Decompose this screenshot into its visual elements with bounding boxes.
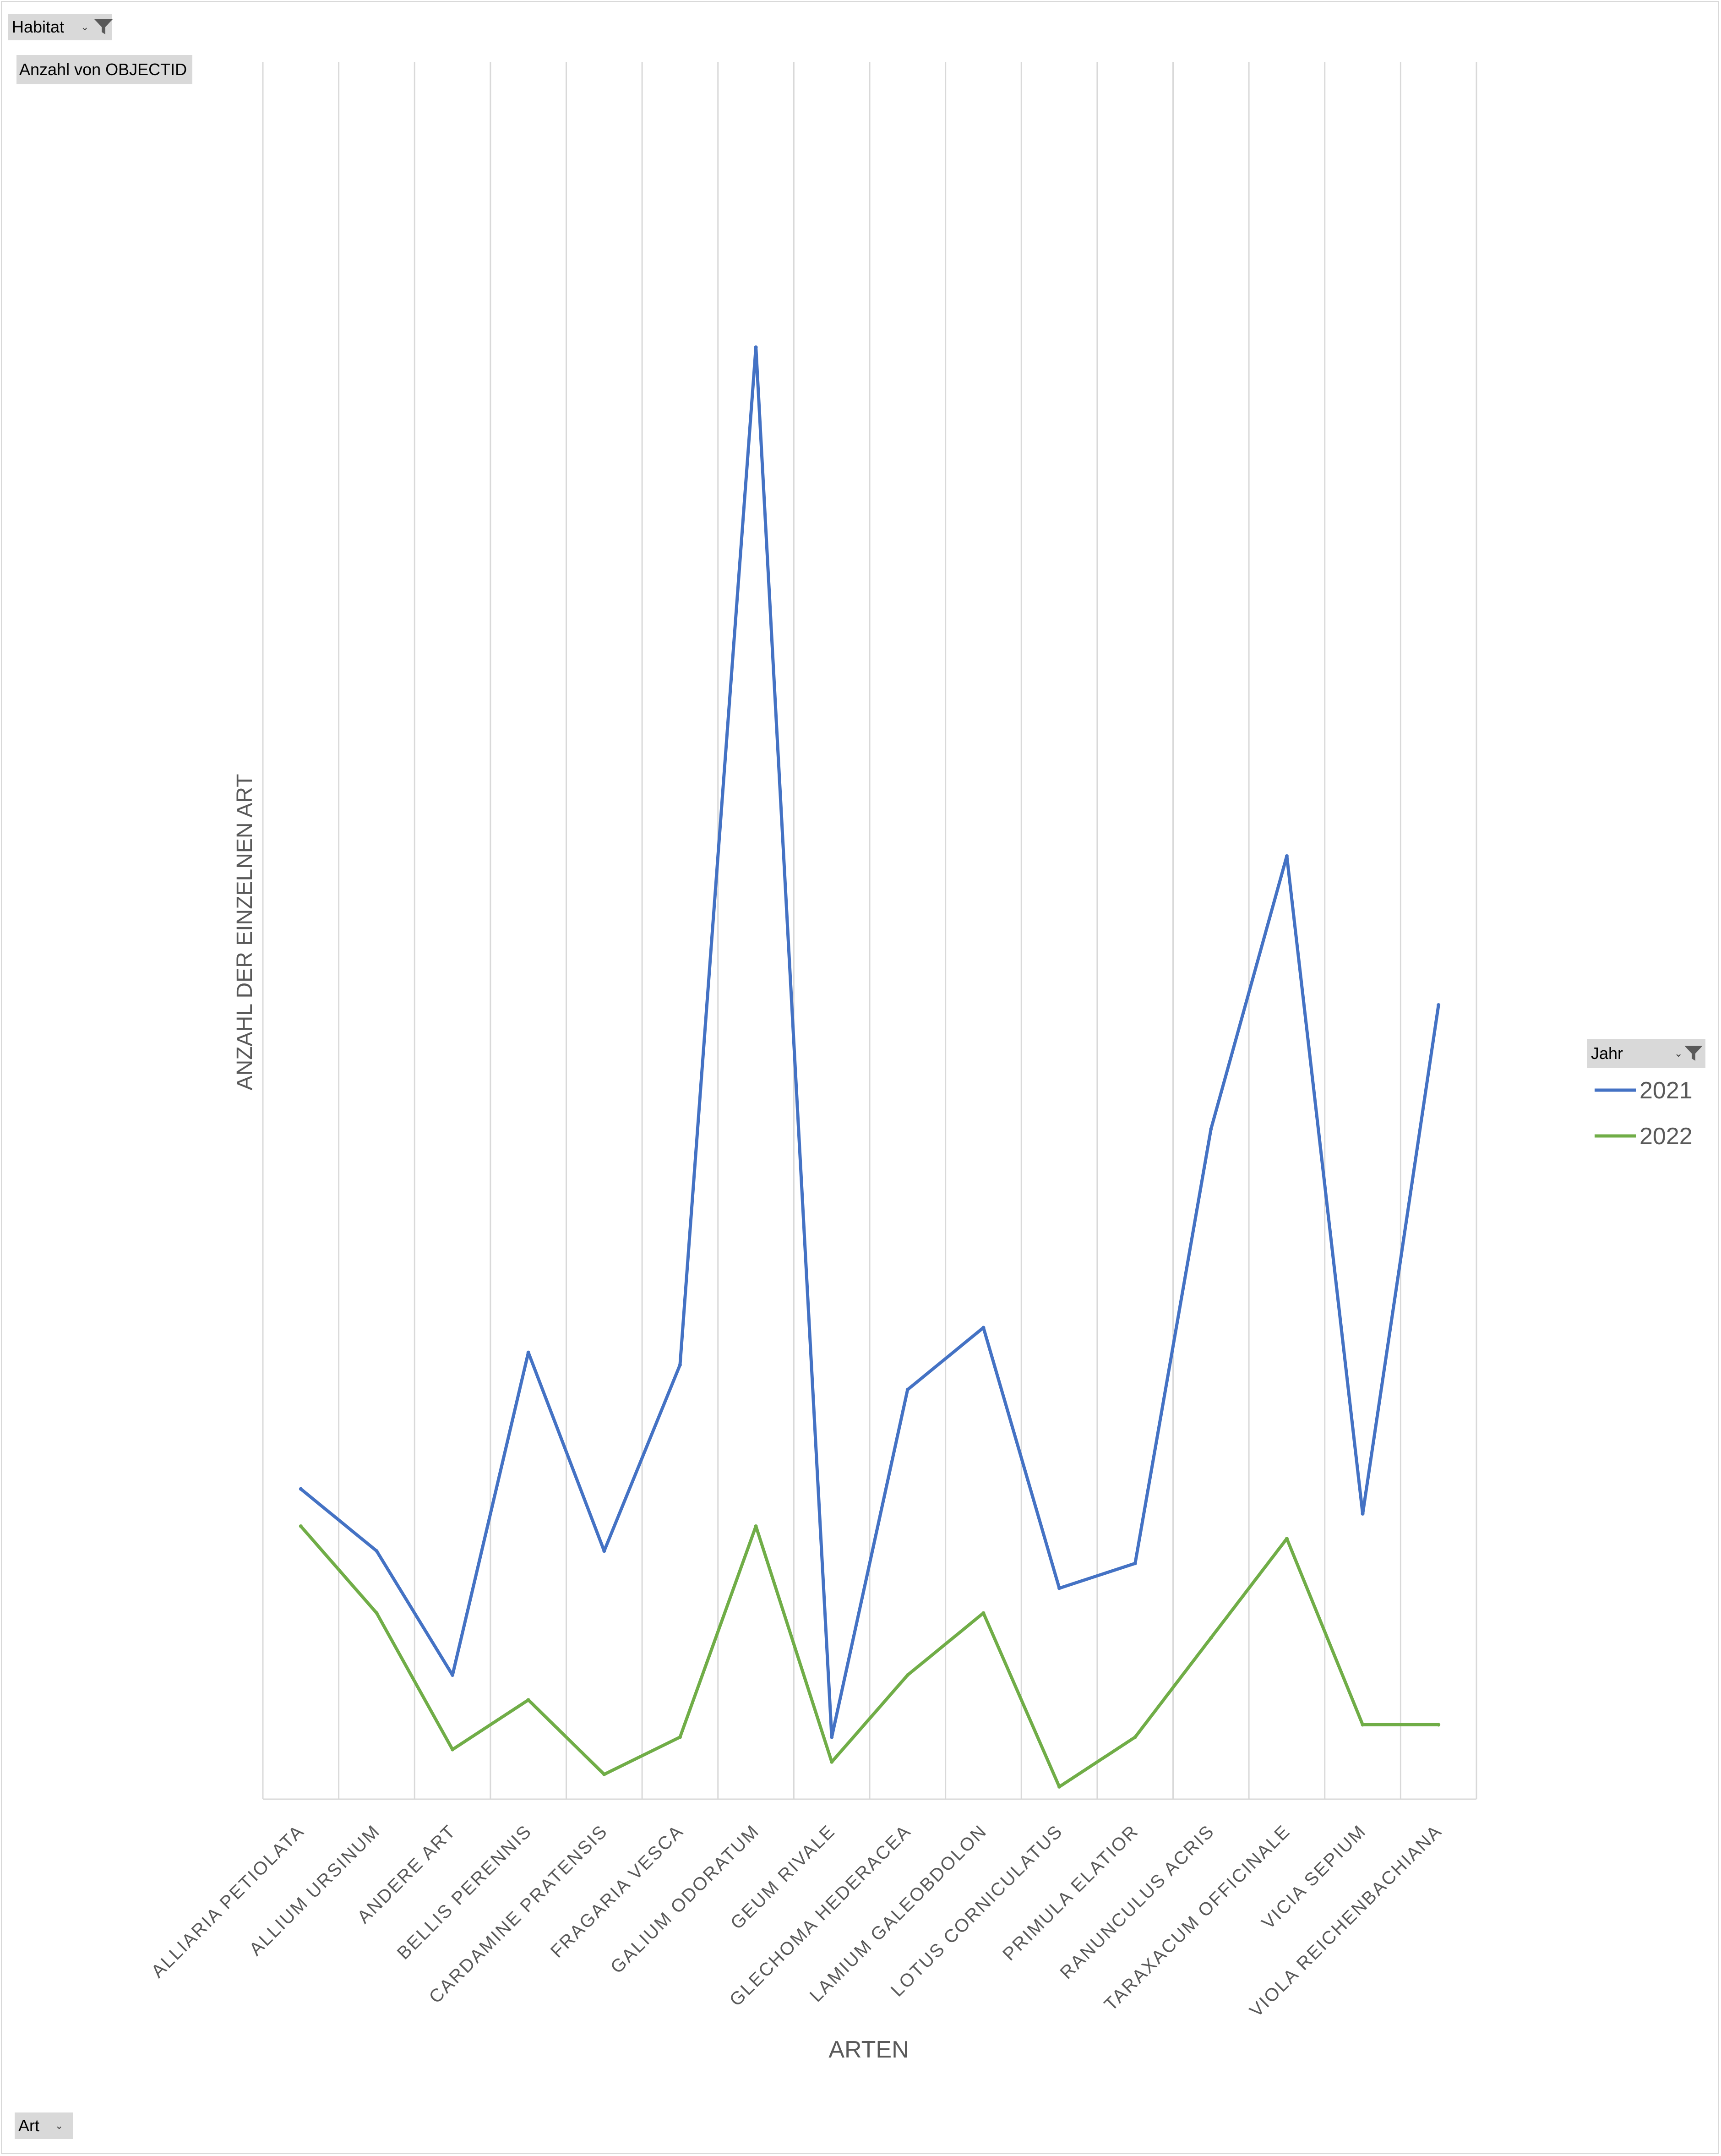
data-point-2022[interactable]: [981, 1611, 986, 1615]
dropdown-arrow-icon: ⌄: [81, 21, 89, 33]
data-point-2022[interactable]: [1133, 1735, 1137, 1739]
axis-field-button[interactable]: Art ⌄: [15, 2112, 73, 2139]
data-point-2021[interactable]: [375, 1549, 379, 1553]
series-lines: [299, 345, 1441, 1789]
legend-label-2021[interactable]: 2021: [1639, 1077, 1693, 1104]
x-tick-label: RANUNCULUS ACRIS: [1056, 1821, 1218, 1983]
data-point-2022[interactable]: [526, 1698, 530, 1702]
data-point-2021[interactable]: [526, 1350, 530, 1354]
data-point-2022[interactable]: [451, 1747, 455, 1752]
data-point-2021[interactable]: [1209, 1127, 1213, 1131]
data-point-2022[interactable]: [375, 1611, 379, 1615]
gridlines: [262, 62, 1477, 1800]
data-point-2021[interactable]: [1285, 854, 1289, 858]
axis-field-label: Art: [18, 2116, 40, 2135]
x-tick-label: FRAGARIA VESCA: [547, 1821, 688, 1962]
dropdown-arrow-icon: ⌄: [1674, 1048, 1683, 1059]
data-point-2022[interactable]: [602, 1772, 606, 1776]
legend-label-2022[interactable]: 2022: [1639, 1123, 1693, 1150]
x-tick-label: ALLIUM URSINUM: [245, 1821, 384, 1960]
x-tick-label: GALIUM ODORATUM: [607, 1821, 763, 1977]
filter-funnel-icon: [1684, 1046, 1703, 1061]
data-point-2021[interactable]: [754, 345, 758, 349]
data-point-2022[interactable]: [905, 1673, 910, 1677]
data-point-2022[interactable]: [1437, 1723, 1441, 1727]
series-line-2022[interactable]: [299, 1524, 1440, 1789]
habitat-filter-label: Habitat: [12, 17, 65, 36]
data-point-2022[interactable]: [1209, 1636, 1213, 1640]
data-point-2021[interactable]: [981, 1326, 986, 1330]
legend: 2021 2022: [1595, 1077, 1693, 1150]
data-point-2021[interactable]: [299, 1487, 303, 1491]
data-point-2021[interactable]: [1361, 1512, 1365, 1516]
data-point-2022[interactable]: [299, 1524, 303, 1528]
data-point-2021[interactable]: [602, 1549, 606, 1553]
data-point-2022[interactable]: [754, 1524, 758, 1528]
data-point-2021[interactable]: [905, 1387, 910, 1392]
x-tick-label: PRIMULA ELATIOR: [999, 1821, 1143, 1965]
data-point-2021[interactable]: [830, 1735, 834, 1739]
x-tick-label: BELLIS PERENNIS: [393, 1821, 536, 1963]
value-field-label: Anzahl von OBJECTID: [19, 60, 187, 79]
habitat-filter-button[interactable]: Habitat ⌄: [8, 14, 113, 40]
data-point-2022[interactable]: [830, 1760, 834, 1764]
legend-field-button[interactable]: Jahr ⌄: [1587, 1039, 1705, 1068]
value-field-button[interactable]: Anzahl von OBJECTID: [16, 55, 192, 84]
data-point-2021[interactable]: [1133, 1561, 1137, 1566]
series-line-2021[interactable]: [299, 345, 1440, 1739]
data-point-2022[interactable]: [678, 1735, 682, 1739]
x-axis-title: ARTEN: [828, 2036, 909, 2063]
filter-funnel-icon: [94, 19, 113, 34]
data-point-2022[interactable]: [1361, 1723, 1365, 1727]
dropdown-arrow-icon[interactable]: ⌄: [55, 2120, 64, 2131]
legend-field-label: Jahr: [1591, 1044, 1623, 1063]
x-tick-label: ALLIARIA PETIOLATA: [147, 1821, 308, 1981]
data-point-2021[interactable]: [1057, 1586, 1062, 1590]
data-point-2022[interactable]: [1285, 1537, 1289, 1541]
data-point-2021[interactable]: [1437, 1003, 1441, 1007]
data-point-2021[interactable]: [451, 1673, 455, 1677]
y-axis-title: ANZAHL DER EINZELNEN ART: [233, 774, 257, 1091]
data-point-2021[interactable]: [678, 1363, 682, 1367]
data-point-2022[interactable]: [1057, 1785, 1062, 1789]
